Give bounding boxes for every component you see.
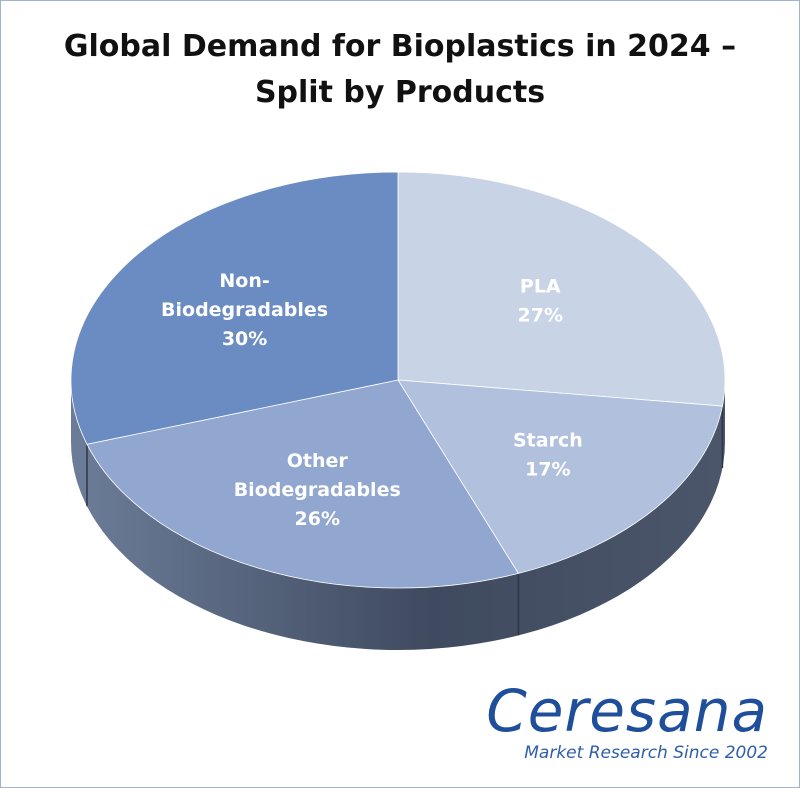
pie-slice-label-2: Other Biodegradables 26% (234, 450, 401, 530)
pie-side-depth (71, 380, 725, 650)
pie-slice-value: 17% (525, 458, 570, 480)
pie-slice-name: Other (287, 450, 349, 472)
ceresana-logo: Ceresana Market Research Since 2002 (468, 680, 768, 764)
pie-slice-1 (397, 379, 723, 574)
logo-wordmark: Ceresana (486, 677, 768, 745)
pie-slice-name: Non- (219, 270, 269, 292)
pie-slice-name: Biodegradables (161, 299, 328, 321)
pie-slice-value: 27% (518, 305, 563, 327)
pie-slice-0 (397, 171, 726, 407)
logo-tagline: Market Research Since 2002 (524, 743, 768, 763)
pie-slice-label-0: PLA 27% (518, 276, 563, 327)
pie-slice-name: Biodegradables (234, 479, 401, 501)
chart-title-line-2: Split by Products (254, 75, 546, 110)
pie-slice-value: 26% (295, 508, 340, 530)
chart-title: Global Demand for Bioplastics in 2024 – … (0, 24, 800, 116)
pie-slice-2 (86, 379, 520, 589)
pie-slice-name: Starch (513, 429, 583, 451)
pie-slice-value: 30% (222, 328, 267, 350)
pie-slice-name: PLA (520, 276, 561, 298)
pie-slice-3 (70, 171, 399, 445)
pie-slice-label-1: Starch 17% (513, 429, 583, 480)
chart-title-line-1: Global Demand for Bioplastics in 2024 – (63, 29, 737, 64)
pie-slice-label-3: Non- Biodegradables 30% (161, 270, 328, 350)
